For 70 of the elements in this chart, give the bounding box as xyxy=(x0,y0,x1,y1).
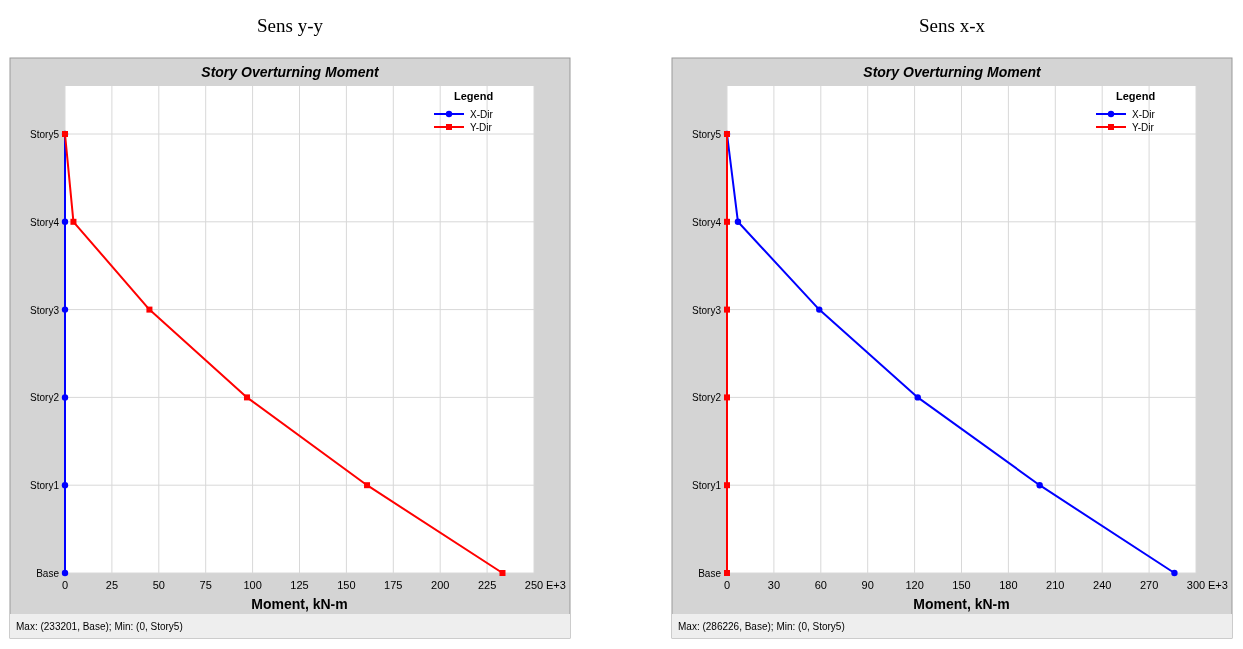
point xyxy=(724,394,730,401)
text: Sens y-y xyxy=(257,15,324,36)
point xyxy=(724,306,730,313)
legend-title: Legend xyxy=(1116,90,1156,102)
point xyxy=(914,394,921,401)
x-tick-label: 75 xyxy=(199,579,212,591)
x-tick-label: 50 xyxy=(152,579,165,591)
x-tick-label: 25 xyxy=(105,579,119,591)
y-tick-label: Base xyxy=(36,568,60,579)
x-tick-label: 300 xyxy=(1186,579,1206,591)
text: Max: (286226, Base); Min: (0, Story5) xyxy=(678,621,845,632)
point xyxy=(61,394,69,401)
y-tick-label: Story5 xyxy=(692,129,722,140)
point xyxy=(61,569,69,577)
x-tick-label: 100 xyxy=(243,579,262,591)
legend-label: Y-Dir xyxy=(1132,122,1155,133)
point xyxy=(70,218,77,225)
y-tick-label: Story4 xyxy=(692,216,722,228)
point xyxy=(364,482,371,489)
text: Max: (233201, Base); Min: (0, Story5) xyxy=(16,621,183,632)
x-tick-label: 180 xyxy=(999,579,1018,591)
x-tick-label: 120 xyxy=(905,579,924,591)
x-tick-label: 0 xyxy=(723,579,731,591)
y-tick-label: Story2 xyxy=(692,392,722,404)
point xyxy=(61,482,69,489)
y-tick-label: Story2 xyxy=(30,392,60,404)
x-tick-label: 125 xyxy=(290,579,309,591)
x-tick-label: 270 xyxy=(1139,579,1159,591)
chart-title: Story Overturning Moment xyxy=(201,64,380,80)
x-tick-label: 240 xyxy=(1093,579,1112,591)
point xyxy=(734,218,742,225)
y-tick-label: Story3 xyxy=(692,304,722,316)
point xyxy=(724,570,730,576)
point xyxy=(146,306,153,313)
y-tick-label: Story4 xyxy=(30,216,60,228)
y-tick-label: Story1 xyxy=(30,480,60,492)
text: Sens x-x xyxy=(919,15,986,36)
text: E+3 xyxy=(546,579,566,591)
x-tick-label: 90 xyxy=(861,579,874,591)
point xyxy=(724,218,730,225)
x-axis-title: Moment, kN-m xyxy=(251,596,348,612)
x-tick-label: 210 xyxy=(1046,579,1065,591)
x-tick-label: 30 xyxy=(767,579,781,591)
text: E+3 xyxy=(1208,579,1228,591)
point xyxy=(816,306,823,313)
x-tick-label: 250 xyxy=(524,579,544,591)
point xyxy=(1171,569,1178,577)
point xyxy=(61,306,69,313)
legend-label: Y-Dir xyxy=(470,122,493,133)
y-tick-label: Story3 xyxy=(30,304,60,316)
legend-label: X-Dir xyxy=(470,109,494,120)
x-tick-label: 200 xyxy=(431,579,450,591)
legend-title: Legend xyxy=(454,90,494,102)
x-tick-label: 0 xyxy=(61,579,69,591)
point xyxy=(243,394,250,401)
x-tick-label: 150 xyxy=(337,579,356,591)
y-tick-label: Story5 xyxy=(30,129,60,140)
legend-label: X-Dir xyxy=(1132,109,1156,120)
point xyxy=(1036,482,1043,489)
y-tick-label: Base xyxy=(698,568,722,579)
point xyxy=(61,218,69,225)
x-tick-label: 150 xyxy=(952,579,971,591)
x-tick-label: 175 xyxy=(384,579,403,591)
x-tick-label: 225 xyxy=(477,579,497,591)
point xyxy=(499,570,506,576)
y-tick-label: Story1 xyxy=(692,480,722,492)
chart-title: Story Overturning Moment xyxy=(863,64,1042,80)
x-tick-label: 60 xyxy=(814,579,827,591)
point xyxy=(724,482,730,489)
x-axis-title: Moment, kN-m xyxy=(913,596,1010,612)
